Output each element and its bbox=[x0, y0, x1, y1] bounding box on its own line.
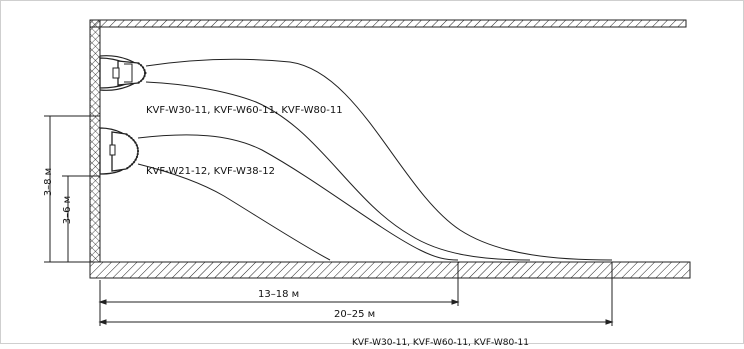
distance-dimension-upper bbox=[98, 262, 614, 326]
floor bbox=[89, 261, 691, 279]
lower-air-stream bbox=[137, 134, 459, 261]
distance-dimension-lower bbox=[98, 262, 460, 326]
lower-distance-label: 13–18 м bbox=[258, 289, 300, 300]
upper-air-stream bbox=[145, 58, 613, 261]
lower-air-curtain-unit bbox=[99, 127, 140, 175]
upper-models-label: KVF-W30-11, KVF-W60-11, KVF-W80-11 bbox=[146, 105, 343, 116]
wall bbox=[89, 19, 101, 263]
height-dimension-upper bbox=[44, 115, 100, 263]
footer-models-label: KVF-W30-11, KVF-W60-11, KVF-W80-11 bbox=[352, 338, 529, 348]
upper-distance-label: 20–25 м bbox=[334, 309, 376, 320]
ceiling bbox=[89, 19, 687, 28]
lower-height-label: 3–6 м bbox=[62, 195, 73, 225]
upper-height-label: 3–8 м bbox=[43, 167, 54, 197]
upper-air-curtain-unit bbox=[99, 55, 147, 91]
height-dimension-lower bbox=[62, 175, 100, 262]
lower-models-label: KVF-W21-12, KVF-W38-12 bbox=[146, 166, 275, 177]
